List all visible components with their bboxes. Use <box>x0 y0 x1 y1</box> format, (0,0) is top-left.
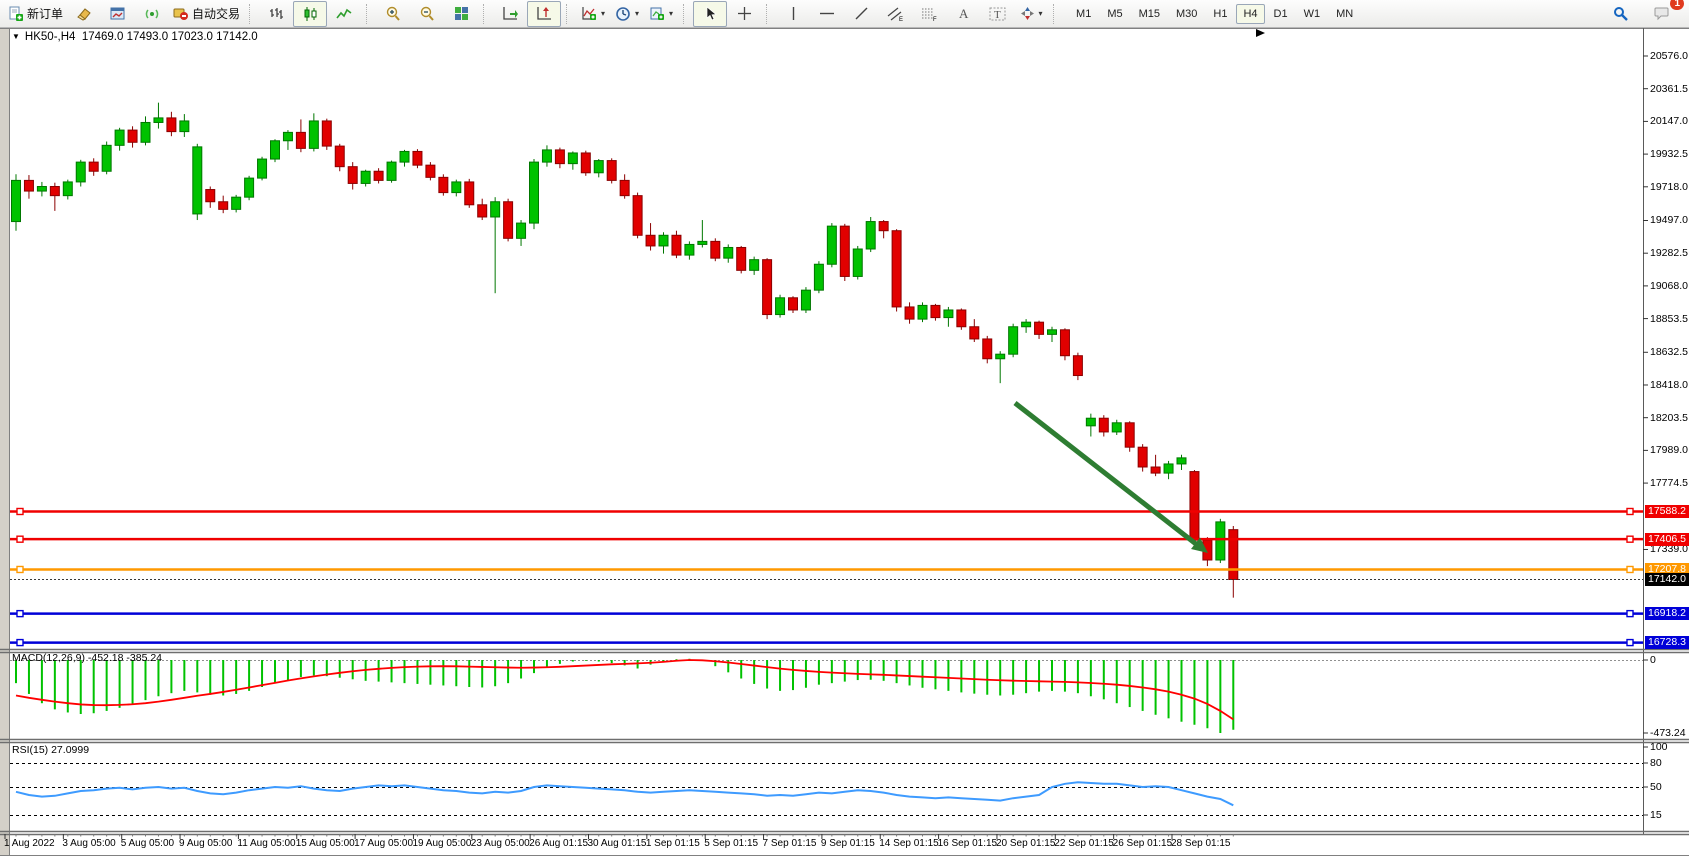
new-order-button[interactable]: 新订单 <box>4 1 67 27</box>
toolbar-separator <box>566 3 573 24</box>
candlestick-icon <box>303 6 318 22</box>
templates-icon <box>649 6 665 21</box>
bar-chart-icon <box>269 6 284 21</box>
dropdown-caret-icon: ▾ <box>669 9 674 18</box>
timeframe-h1-button[interactable]: H1 <box>1213 7 1228 20</box>
bar-chart-button[interactable] <box>259 1 293 27</box>
trendline-button[interactable] <box>844 1 878 27</box>
eraser-icon <box>76 7 92 21</box>
new-order-icon <box>8 6 24 22</box>
toolbar: 新订单 自动交易 ▾ ▾ ▾ E F A T ▾ M1 M5 M15 M30 H1 H4 D1 W1 MN 1 <box>0 0 1689 28</box>
candlestick-button[interactable] <box>293 0 328 27</box>
zoom-out-button[interactable] <box>410 1 444 27</box>
autotrade-button[interactable]: 自动交易 <box>169 1 244 27</box>
dropdown-caret-icon: ▾ <box>601 9 606 18</box>
timeframe-m30-button[interactable]: M30 <box>1176 7 1198 20</box>
text-label-icon: T <box>989 6 1006 22</box>
equidistant-channel-icon: E <box>887 6 904 22</box>
signal-button[interactable] <box>135 1 169 27</box>
svg-text:T: T <box>994 9 1001 21</box>
indicators-button[interactable]: ▾ <box>576 1 610 27</box>
toolbar-separator <box>483 3 490 24</box>
trendline-icon <box>854 6 869 21</box>
fibonacci-icon: F <box>921 6 938 22</box>
templates-button[interactable]: ▾ <box>644 1 678 27</box>
dropdown-caret-icon: ▾ <box>635 9 640 18</box>
cursor-button[interactable] <box>693 0 728 27</box>
periods-icon <box>615 6 631 22</box>
toolbar-separator <box>366 3 373 24</box>
autotrade-icon <box>173 6 189 21</box>
toolbar-separator <box>1053 3 1060 24</box>
equidistant-channel-button[interactable]: E <box>878 1 912 27</box>
crosshair-icon <box>737 6 752 21</box>
zoom-out-icon <box>419 6 435 22</box>
timeframe-m5-button[interactable]: M5 <box>1107 7 1123 20</box>
auto-scroll-button[interactable] <box>493 1 527 27</box>
svg-text:F: F <box>933 17 937 22</box>
timeframe-d1-button[interactable]: D1 <box>1273 7 1288 20</box>
fibonacci-button[interactable]: F <box>912 1 946 27</box>
toolbar-buttons: 新订单 自动交易 ▾ ▾ ▾ E F A T ▾ <box>4 0 1063 27</box>
new-order-label: 新订单 <box>27 7 64 21</box>
svg-text:A: A <box>959 6 969 21</box>
line-chart-icon <box>336 7 352 21</box>
toolbar-separator <box>766 3 773 24</box>
toolbar-separator <box>683 3 690 24</box>
eraser-button[interactable] <box>67 1 101 27</box>
vertical-line-button[interactable] <box>776 1 810 27</box>
arrows-icon <box>1020 6 1035 21</box>
search-icon[interactable] <box>1603 1 1637 27</box>
timeframe-mn-button[interactable]: MN <box>1336 7 1354 20</box>
zoom-in-icon <box>385 6 401 22</box>
vertical-line-icon <box>787 6 800 21</box>
chart-shift-button[interactable] <box>527 0 562 27</box>
text-button[interactable]: A <box>946 1 980 27</box>
crosshair-button[interactable] <box>727 1 761 27</box>
notifications-icon[interactable]: 1 <box>1645 0 1684 27</box>
notification-badge: 1 <box>1670 0 1684 10</box>
cursor-icon <box>704 6 717 21</box>
chart-window-button[interactable] <box>101 1 135 27</box>
tile-windows-icon <box>454 6 469 21</box>
timeframe-h4-button[interactable]: H4 <box>1236 3 1265 24</box>
toolbar-separator <box>249 3 256 24</box>
periods-button[interactable]: ▾ <box>610 1 644 27</box>
timeframe-m1-button[interactable]: M1 <box>1076 7 1092 20</box>
auto-scroll-icon <box>502 6 519 21</box>
dropdown-caret-icon: ▾ <box>1038 9 1043 18</box>
autotrade-label: 自动交易 <box>192 7 241 21</box>
line-chart-button[interactable] <box>327 1 361 27</box>
indicators-icon <box>581 6 597 21</box>
arrows-button[interactable]: ▾ <box>1014 1 1048 27</box>
horizontal-line-icon <box>819 7 835 20</box>
timeframe-m15-button[interactable]: M15 <box>1138 7 1160 20</box>
text-label-button[interactable]: T <box>980 1 1014 27</box>
tile-windows-button[interactable] <box>444 1 478 27</box>
text-icon: A <box>957 6 970 21</box>
timeframe-w1-button[interactable]: W1 <box>1303 7 1321 20</box>
zoom-in-button[interactable] <box>376 1 410 27</box>
chart-shift-icon <box>536 6 552 21</box>
timeframe-toolbar: M1 M5 M15 M30 H1 H4 D1 W1 MN <box>1069 3 1360 24</box>
chart-window-icon <box>110 7 126 21</box>
svg-text:E: E <box>899 17 903 22</box>
horizontal-line-button[interactable] <box>810 1 844 27</box>
signal-icon <box>144 6 160 21</box>
